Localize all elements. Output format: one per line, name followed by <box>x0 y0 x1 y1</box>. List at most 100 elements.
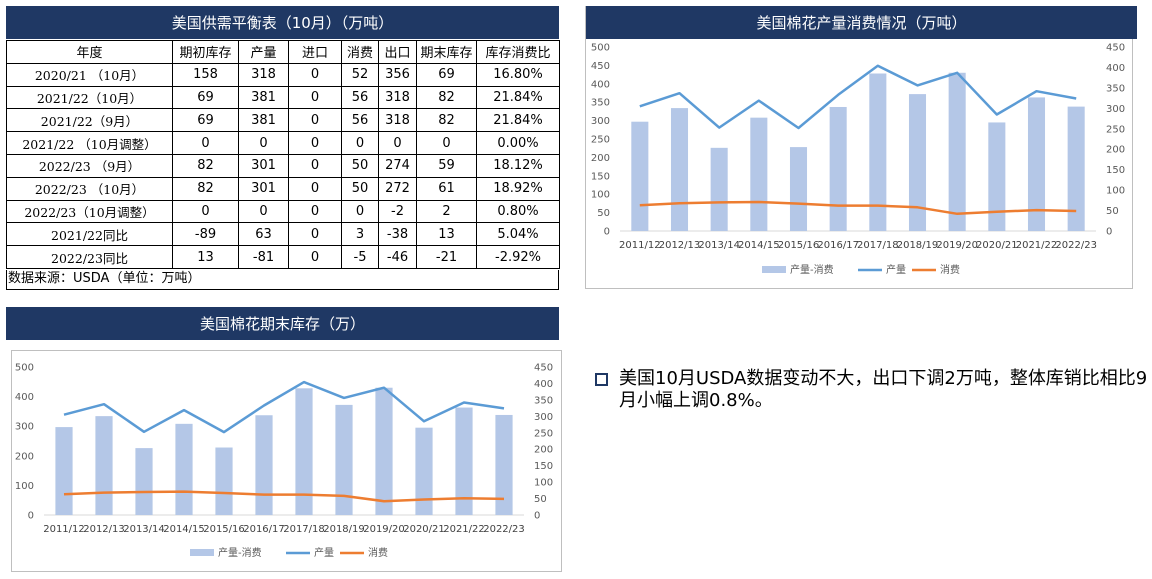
x-axis-tick-label: 2015/16 <box>778 240 820 251</box>
right-axis-tick-label: 350 <box>1106 83 1125 94</box>
bar-production-minus-consumption <box>631 121 649 231</box>
table-year-cell: 2022/23（10月调整） <box>6 199 173 224</box>
table-cell: 59 <box>416 153 477 178</box>
left-axis-tick-label: 150 <box>591 171 610 182</box>
table-cell: -81 <box>238 245 289 269</box>
summary-note-text: 美国10月USDA数据变动不大，出口下调2万吨，整体库销比相比9月小幅上调0.8… <box>619 368 1148 411</box>
left-axis-tick-label: 100 <box>591 190 610 201</box>
chart1-title-text: 美国棉花产量消费情况（万吨） <box>756 14 967 32</box>
table-header-cell: 进口 <box>288 40 342 64</box>
x-axis-tick-label: 2012/13 <box>83 524 125 535</box>
table-cell: 82 <box>416 85 477 110</box>
bar-production-minus-consumption <box>495 414 513 515</box>
series-line-consumption <box>639 200 1077 216</box>
table-cell: 0 <box>238 199 289 224</box>
table-cell: 381 <box>238 85 289 110</box>
bar-production-minus-consumption <box>750 117 768 231</box>
table-header-cell: 库存消费比 <box>476 40 560 64</box>
table-title-text: 美国供需平衡表（10月）（万吨） <box>171 14 394 32</box>
right-axis-tick-label: 50 <box>534 494 547 505</box>
table-cell: -2.92% <box>476 245 560 269</box>
bar-production-minus-consumption <box>908 94 927 231</box>
bar-production-minus-consumption <box>869 73 887 231</box>
table-cell: 16.80% <box>476 62 560 87</box>
table-cell: 0 <box>378 131 417 155</box>
bar-production-minus-consumption <box>670 108 689 231</box>
table-cell: 318 <box>238 62 289 87</box>
right-axis-tick-label: 300 <box>534 412 553 423</box>
bar-production-minus-consumption <box>375 387 393 515</box>
legend-swatch-bar <box>190 549 214 556</box>
table-body: 2020/21 （10月） 158 318 0 52 356 69 16.80% 2021/22… <box>6 62 560 269</box>
table-cell: -5 <box>341 245 379 269</box>
table-header-cell: 期初库存 <box>172 40 239 64</box>
left-axis-tick-label: 500 <box>15 363 34 374</box>
table-cell: 0 <box>288 62 342 87</box>
table-title: 美国供需平衡表（10月）（万吨） <box>6 6 559 39</box>
table-cell: 18.92% <box>476 176 560 201</box>
legend-label: 产量 <box>314 546 334 559</box>
chart2-title-text: 美国棉花期末库存（万） <box>199 315 365 333</box>
x-axis-tick-label: 2019/20 <box>936 240 978 251</box>
x-axis-tick-label: 2022/23 <box>1055 240 1097 251</box>
bar-production-minus-consumption <box>55 427 73 515</box>
table-cell: 69 <box>416 62 477 87</box>
bar-production-minus-consumption <box>455 407 473 515</box>
table-cell: 69 <box>172 85 239 110</box>
bar-production-minus-consumption <box>335 404 353 515</box>
left-axis-tick-label: 200 <box>591 153 610 164</box>
table-cell: 18.12% <box>476 153 560 178</box>
right-axis-tick-label: 400 <box>1106 63 1125 74</box>
series-line-consumption <box>63 490 505 503</box>
table-cell: 0 <box>172 131 239 155</box>
legend-label: 产量 <box>886 263 906 276</box>
table-year-cell: 2021/22（10月） <box>6 85 173 110</box>
table-header-cell: 产量 <box>238 40 289 64</box>
legend-label: 消费 <box>368 546 388 559</box>
table-row: 2020/21 （10月） 158 318 0 52 356 69 16.80% <box>6 62 560 87</box>
table-cell: 318 <box>378 85 417 110</box>
table-cell: 0 <box>288 176 342 201</box>
x-axis-tick-label: 2020/21 <box>403 524 445 535</box>
table-cell: 82 <box>416 108 477 133</box>
left-axis-tick-label: 450 <box>591 61 610 72</box>
table-cell: 2 <box>416 199 477 224</box>
bar-production-minus-consumption <box>710 147 728 231</box>
table-cell: 21.84% <box>476 85 560 110</box>
x-axis-tick-label: 2019/20 <box>363 524 405 535</box>
table-cell: 21.84% <box>476 108 560 133</box>
right-axis-tick-label: 50 <box>1106 206 1119 217</box>
table-cell: 63 <box>238 222 289 247</box>
x-axis-tick-label: 2015/16 <box>203 524 245 535</box>
series-line-production <box>639 64 1077 130</box>
table-cell: -21 <box>416 245 477 269</box>
table-cell: 13 <box>172 245 239 269</box>
table-cell: 61 <box>416 176 477 201</box>
chart2-title: 美国棉花期末库存（万） <box>6 307 559 340</box>
table-cell: 0 <box>288 131 342 155</box>
left-axis-tick-label: 300 <box>591 116 610 127</box>
table-cell: 381 <box>238 108 289 133</box>
x-axis-tick-label: 2016/17 <box>817 240 859 251</box>
table-cell: -89 <box>172 222 239 247</box>
left-axis-tick-label: 350 <box>591 98 610 109</box>
table-row: 2022/23同比 13 -81 0 -5 -46 -21 -2.92% <box>6 245 560 269</box>
table-cell: -2 <box>378 199 417 224</box>
supply-demand-table: 年度 期初库存 产量 进口 消费 出口 期末库存 库存消费比 2020/21 （10月） 158… <box>6 40 560 269</box>
bullet-square-icon <box>595 373 608 386</box>
table-cell: 0 <box>288 85 342 110</box>
table-cell: 0 <box>288 245 342 269</box>
bar-production-minus-consumption <box>175 423 193 515</box>
x-axis-tick-label: 2014/15 <box>738 240 780 251</box>
table-cell: 0 <box>288 153 342 178</box>
x-axis-tick-label: 2011/12 <box>43 524 85 535</box>
summary-note: 美国10月USDA数据变动不大，出口下调2万吨，整体库销比相比9月小幅上调0.8… <box>595 368 1150 412</box>
table-row: 2021/22（9月） 69 381 0 56 318 82 21.84% <box>6 108 560 133</box>
table-cell: 0 <box>416 131 477 155</box>
data-source: 数据来源：USDA（单位：万吨） <box>6 270 559 290</box>
table-year-cell: 2021/22 （10月调整） <box>6 131 173 155</box>
chart1-title: 美国棉花产量消费情况（万吨） <box>586 6 1137 39</box>
table-year-cell: 2022/23 （9月） <box>6 153 173 178</box>
table-cell: 301 <box>238 176 289 201</box>
legend-label: 消费 <box>940 263 960 276</box>
